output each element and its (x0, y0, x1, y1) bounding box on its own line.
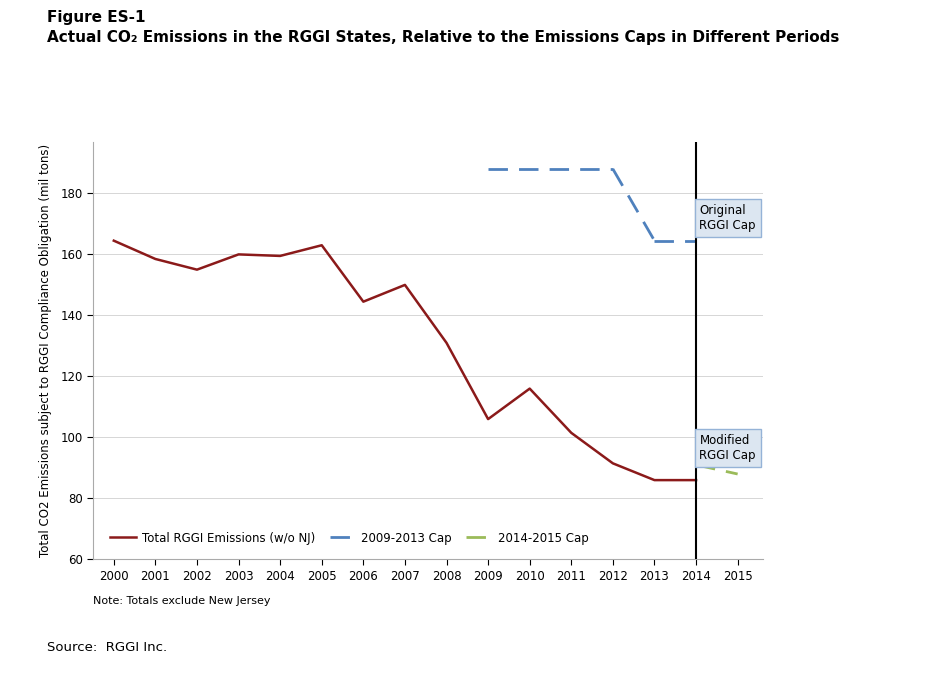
Y-axis label: Total CO2 Emissions subject to RGGI Compliance Obligation (mil tons): Total CO2 Emissions subject to RGGI Comp… (39, 144, 52, 557)
Text: Modified
RGGI Cap: Modified RGGI Cap (699, 434, 756, 462)
Text: Original
RGGI Cap: Original RGGI Cap (699, 204, 756, 232)
Text: Figure ES-1: Figure ES-1 (46, 10, 145, 25)
Legend: Total RGGI Emissions (w/o NJ), 2009-2013 Cap, 2014-2015 Cap: Total RGGI Emissions (w/o NJ), 2009-2013… (106, 527, 593, 549)
Text: Source:  RGGI Inc.: Source: RGGI Inc. (46, 641, 166, 654)
Text: Actual CO₂ Emissions in the RGGI States, Relative to the Emissions Caps in Diffe: Actual CO₂ Emissions in the RGGI States,… (46, 30, 839, 45)
Text: Note: Totals exclude New Jersey: Note: Totals exclude New Jersey (93, 596, 271, 607)
